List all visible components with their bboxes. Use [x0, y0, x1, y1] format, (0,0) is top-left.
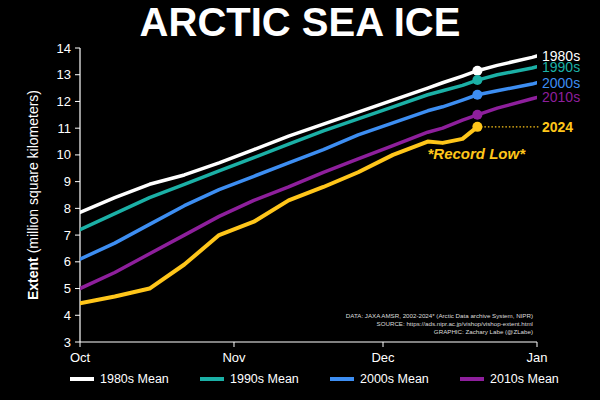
- y-tick-label: 12: [57, 94, 71, 109]
- x-tick-label: Jan: [527, 350, 548, 365]
- end-label: 2010s: [542, 89, 580, 105]
- y-tick: [75, 48, 80, 49]
- y-tick-label: 5: [64, 281, 71, 296]
- credit: SOURCE: https://ads.nipr.ac.jp/vishop/vi…: [377, 320, 533, 327]
- y-axis: [79, 48, 80, 342]
- x-tick-label: Nov: [222, 350, 246, 365]
- y-tick: [75, 128, 80, 129]
- leader-line: [477, 126, 540, 127]
- y-tick-label: 11: [58, 121, 72, 136]
- highlight-dot: [472, 122, 482, 132]
- legend-label: 1990s Mean: [230, 372, 299, 386]
- highlight-dot: [472, 90, 482, 100]
- y-tick-label: 13: [57, 67, 71, 82]
- x-tick: [383, 342, 384, 347]
- series-line: [80, 83, 537, 259]
- y-label-unit: (million square kilometers): [25, 90, 41, 257]
- x-tick: [537, 342, 538, 347]
- y-tick-label: 8: [64, 201, 71, 216]
- y-tick: [75, 315, 80, 316]
- plot-area: [80, 56, 537, 303]
- legend-swatch: [200, 377, 224, 381]
- credit: GRAPHIC: Zachary Labe (@ZLabe): [434, 328, 533, 335]
- credit: DATA: JAXA AMSR, 2002-2024* (Arctic Data…: [346, 312, 533, 319]
- series-line: [80, 67, 537, 230]
- y-tick: [75, 288, 80, 289]
- y-tick: [75, 208, 80, 209]
- highlight-dot: [472, 75, 482, 85]
- y-tick-label: 4: [64, 308, 71, 323]
- y-tick: [75, 181, 80, 182]
- y-tick: [75, 74, 80, 75]
- y-tick-label: 9: [64, 174, 71, 189]
- highlight-dot: [472, 110, 482, 120]
- y-label: Extent (million square kilometers): [25, 90, 41, 300]
- y-tick: [75, 261, 80, 262]
- x-tick: [80, 342, 81, 347]
- end-label: 2024: [542, 119, 573, 135]
- y-label-main: Extent: [25, 257, 41, 300]
- background: [0, 0, 600, 400]
- x-tick: [233, 342, 234, 347]
- legend-swatch: [460, 377, 484, 381]
- y-tick-label: 6: [64, 254, 71, 269]
- y-tick-label: 14: [57, 41, 71, 56]
- annotation: *Record Low*: [427, 145, 526, 162]
- x-axis: [80, 341, 537, 342]
- series-line: [80, 127, 477, 303]
- y-tick: [75, 342, 80, 343]
- end-label: 1990s: [542, 59, 580, 75]
- y-tick: [75, 101, 80, 102]
- legend-label: 2010s Mean: [490, 372, 559, 386]
- legend-label: 2000s Mean: [360, 372, 429, 386]
- y-tick-label: 7: [64, 228, 71, 243]
- legend-label: 1980s Mean: [100, 372, 169, 386]
- x-tick-label: Dec: [371, 350, 395, 365]
- x-tick-label: Oct: [70, 350, 91, 365]
- title: ARCTIC SEA ICE: [140, 0, 461, 44]
- legend-swatch: [70, 377, 94, 381]
- y-tick: [75, 235, 80, 236]
- end-label: 2000s: [542, 75, 580, 91]
- highlight-dot: [472, 66, 482, 76]
- y-tick: [75, 154, 80, 155]
- legend-swatch: [330, 377, 354, 381]
- y-tick-label: 3: [64, 335, 71, 350]
- y-tick-label: 10: [57, 147, 71, 162]
- chart: ARCTIC SEA ICE 3 4 5 6 7 8 9 10 11 12 13 14 Oct Nov Dec…: [0, 0, 600, 400]
